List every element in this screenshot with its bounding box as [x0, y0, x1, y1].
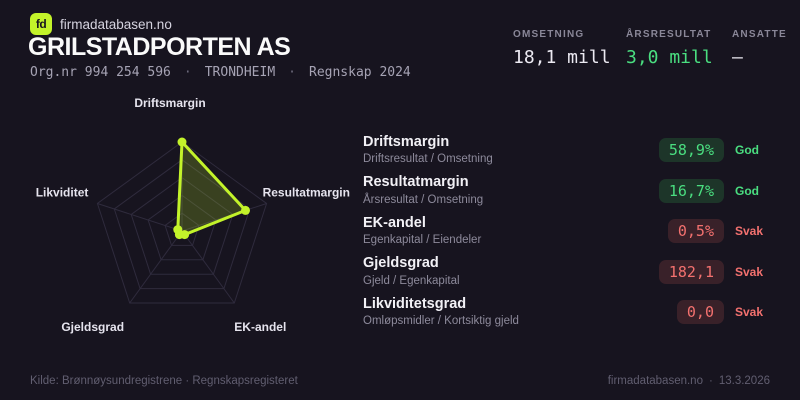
metric-value-pill: 0,5% [667, 219, 724, 244]
radar-data-polygon [176, 140, 247, 237]
separator-dot: · [183, 65, 192, 80]
radar-grid-ring [130, 176, 234, 275]
org-number: Org.nr 994 254 596 [30, 65, 171, 80]
metric-value-pill: 16,7% [658, 178, 724, 203]
metric-formula: Driftsresultat / Omsetning [363, 153, 493, 166]
metric-formula: Årsresultat / Omsetning [363, 193, 484, 206]
stat-value: – [732, 47, 743, 68]
metric-row-resultatmargin: Resultatmargin Årsresultat / Omsetning 1… [363, 171, 771, 212]
metric-formula: Omløpsmidler / Kortsiktig gjeld [363, 315, 519, 328]
status-badge: Svak [735, 264, 764, 279]
metric-value-pill: 0,0 [676, 300, 724, 325]
metric-row-driftsmargin: Driftsmargin Driftsresultat / Omsetning … [363, 130, 771, 171]
status-badge: Svak [735, 305, 764, 320]
metric-value-pill: 182,1 [658, 259, 724, 284]
radar-chart: Driftsmargin Resultatmargin EK-andel Gjelds… [36, 96, 350, 334]
stat-label: OMSETNING [513, 29, 585, 40]
radar-axis-line [97, 203, 183, 232]
status-badge: God [735, 143, 759, 158]
radar-data-point [173, 225, 183, 235]
radar-data-point [177, 137, 187, 147]
footer-date: 13.3.2026 [718, 375, 770, 387]
footer-source: Kilde: Brønnøysundregistrene · Regnskaps… [30, 375, 298, 387]
stat-omsetning: OMSETNING 18,1 mill [513, 29, 611, 68]
company-city: TRONDHEIM [204, 65, 276, 80]
radar-axis-line [181, 230, 235, 304]
company-subtitle: Org.nr 994 254 596 · TRONDHEIM · Regnska… [30, 65, 411, 80]
radar-grid-ring [147, 194, 217, 261]
footer-site: firmadatabasen.no [607, 375, 703, 387]
separator-dot: · [288, 65, 296, 80]
metric-name: Gjeldsgrad [363, 255, 439, 272]
separator-dot: · [708, 375, 713, 387]
metric-name: Driftsmargin [363, 133, 450, 150]
stat-value: 3,0 mill [626, 47, 713, 68]
brand-name: firmadatabasen.no [60, 17, 172, 32]
radar-grid-ring [164, 212, 200, 246]
status-badge: God [735, 183, 759, 198]
status-badge: Svak [735, 224, 764, 239]
radar-axis-label: Resultatmargin [263, 186, 350, 200]
stat-arsresultat: ÅRSRESULTAT 3,0 mill [626, 29, 713, 68]
metrics-panel: Driftsmargin Driftsresultat / Omsetning … [363, 130, 771, 333]
radar-axis-label: Gjeldsgrad [61, 320, 124, 334]
metric-value-pill: 58,9% [658, 138, 724, 163]
radar-axis-label: EK-andel [234, 320, 286, 334]
metric-row-ek-andel: EK-andel Egenkapital / Eiendeler 0,5% Sv… [363, 211, 771, 252]
metric-row-gjeldsgrad: Gjeldsgrad Gjeld / Egenkapital 182,1 Sva… [363, 252, 771, 293]
metric-row-likviditetsgrad: Likviditetsgrad Omløpsmidler / Kortsikti… [363, 292, 771, 333]
metric-formula: Egenkapital / Eiendeler [363, 234, 482, 247]
metric-formula: Gjeld / Egenkapital [363, 274, 460, 287]
radar-axis-line [129, 230, 183, 304]
metric-name: Likviditetsgrad [363, 295, 467, 312]
stat-label: ANSATTE [732, 29, 787, 40]
stat-ansatte: ANSATTE – [732, 29, 787, 68]
stat-label: ÅRSRESULTAT [626, 29, 712, 40]
report-period: Regnskap 2024 [309, 65, 411, 80]
footer-right: firmadatabasen.no · 13.3.2026 [608, 375, 770, 387]
metric-name: Resultatmargin [363, 174, 469, 191]
page-title: GRILSTADPORTEN AS [28, 33, 291, 61]
fd-logo-icon: fd [30, 13, 52, 35]
metric-name: EK-andel [363, 214, 426, 231]
radar-data-point [241, 205, 250, 215]
radar-grid-ring [96, 141, 268, 304]
stat-value: 18,1 mill [513, 47, 611, 68]
radar-axis-label: Driftsmargin [134, 96, 205, 110]
radar-axis-label: Likviditet [36, 186, 89, 200]
